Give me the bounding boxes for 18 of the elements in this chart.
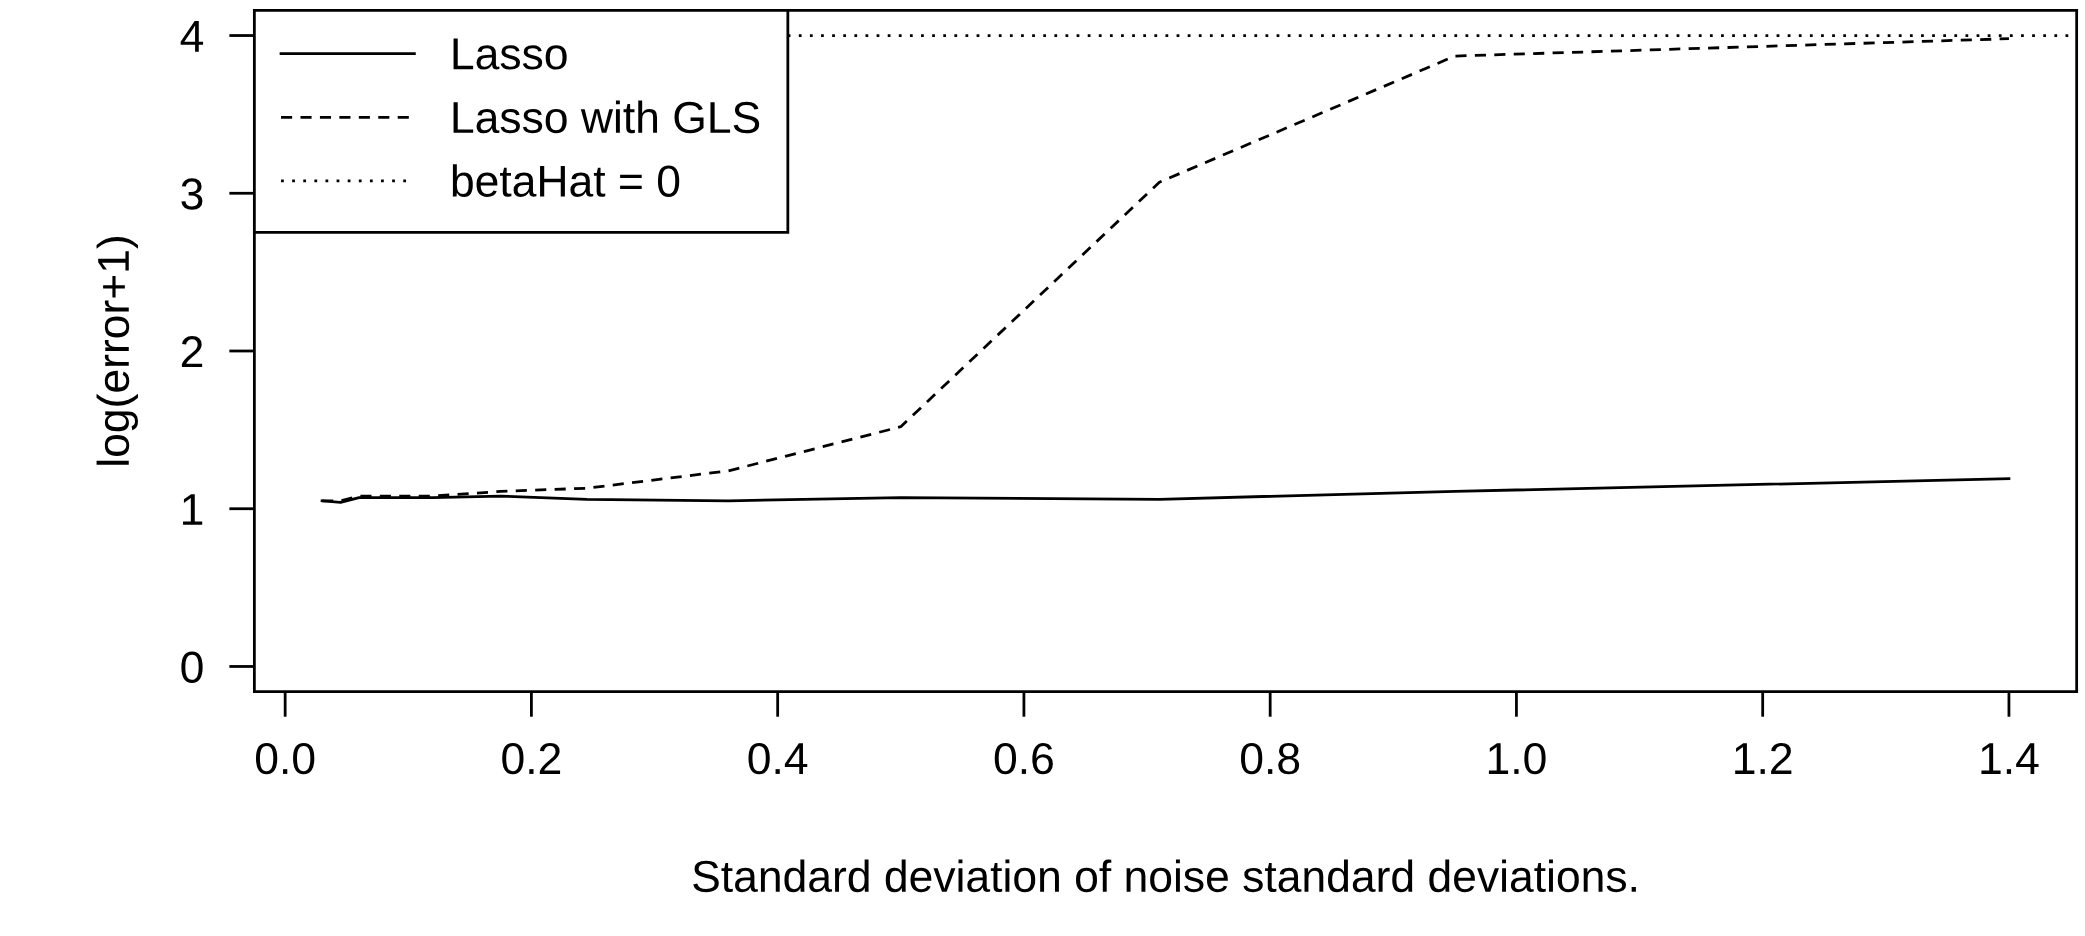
- legend-label: Lasso with GLS: [453, 100, 760, 134]
- x-tick-label: 0.6: [994, 742, 1053, 775]
- y-axis-title: log(error+1): [96, 237, 138, 465]
- y-tick-label: 0: [181, 651, 203, 684]
- y-tick-label: 4: [180, 21, 204, 52]
- legend-label: betaHat = 0: [452, 164, 680, 197]
- x-tick-label: 1.2: [1735, 742, 1792, 774]
- y-tick-label: 3: [181, 178, 203, 210]
- x-tick-label: 1.0: [1488, 742, 1546, 775]
- legend-label: Lasso: [453, 38, 567, 70]
- y-tick-label: 2: [181, 336, 203, 368]
- x-tick-label: 0.2: [502, 742, 561, 775]
- x-axis-title: Standard deviation of noise standard deviations.: [693, 859, 1636, 893]
- y-tick-label: 1: [183, 494, 203, 525]
- x-tick-label: 1.4: [1981, 743, 2039, 774]
- x-tick-label: 0.8: [1241, 742, 1300, 775]
- x-tick-label: 0.0: [256, 742, 315, 775]
- x-tick-label: 0.4: [748, 742, 808, 775]
